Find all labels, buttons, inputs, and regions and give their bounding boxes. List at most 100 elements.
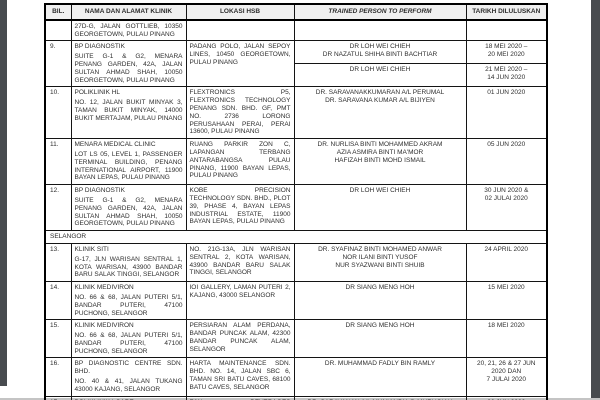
clinic-address: 27D-G, JALAN GOTTLIEB, 10350 GEORGETOWN,… (74, 22, 183, 38)
date-line: 2020 DAN (491, 368, 522, 376)
person-line: DR SIANG MENG HOH (345, 284, 415, 292)
person-line: DR. SYAFINAZ BINTI MOHAMED ANWAR (318, 245, 442, 253)
person-line: DR LOH WEI CHIEH (349, 187, 411, 195)
clinic-name: MENARA MEDICAL CLINIC (74, 141, 156, 149)
clinic-address: LOT LS 05, LEVEL 1, PASSENGER TERMINAL B… (74, 150, 183, 182)
table-header: BIL. NAMA DAN ALAMAT KLINIK LOKASI HSB T… (44, 3, 548, 21)
col-header-tarikh: TARIKH DILULUSKAN (465, 3, 548, 21)
date-line: 02 JULAI 2020 (484, 194, 528, 202)
date-line: 21 MEI 2020 – (485, 66, 528, 74)
clinic-name: KLINIK SITI (74, 245, 109, 253)
person-line: DR. MUHAMMAD FADLY BIN RAMLY (324, 360, 436, 368)
person-line: DR. SARAVANA KUMAR A/L BIJIYEN (325, 97, 435, 105)
bil-cell: 12. (44, 184, 72, 232)
location-cell: RUANG PARKIR ZON C, LAPANGAN TERBANG ANT… (185, 138, 295, 186)
dates-cell: 18 MEI 2020 (465, 319, 548, 359)
date-line: 05 JUN 2020 (487, 141, 526, 149)
location-cell: NO. 21G-13A, JLN WARISAN SENTRAL 2, KOTA… (185, 242, 295, 283)
persons-cell: DR LOH WEI CHIEH (293, 63, 467, 88)
clinic-address: NO. 66 & 68, JALAN PUTERI 5/1, BANDAR PU… (74, 332, 183, 355)
person-line: DR SIANG MENG HOH (345, 322, 415, 330)
location-cell: KOBE PRECISION TECHNOLOGY SDN. BHD., PLO… (185, 184, 295, 232)
date-line: 14 JUN 2020 (487, 74, 526, 82)
person-line: DR. SARAVANAKKUMARAN A/L PERUMAL (315, 89, 445, 97)
dates-cell: 18 MEI 2020 –20 MEI 2020 (465, 40, 548, 65)
date-line: 30 JUN 2020 & (484, 187, 529, 195)
location-cell: HARTA MAINTENANCE SDN. BHD. NO. 14, JALA… (185, 357, 295, 397)
clinic-cell: KLINIK MEDIVIRON NO. 66 & 68, JALAN PUTER… (70, 319, 187, 359)
table-row: 15. KLINIK MEDIVIRON NO. 66 & 68, JALAN PU… (44, 319, 548, 359)
col-header-trained-person: TRAINED PERSON TO PERFORM (293, 3, 467, 21)
table-row: 14. KLINIK MEDIVIRON NO. 66 & 68, JALAN PU… (44, 281, 548, 321)
clinic-address: NO. 12, JALAN BUKIT MINYAK 3, TAMAN BUKI… (74, 99, 183, 122)
bil-cell: 16. (44, 357, 72, 397)
bil-cell: 13. (44, 242, 72, 283)
persons-cell: DR LOH WEI CHIEH DR NAZATUL SHIHA BINTI B… (293, 40, 467, 65)
window-left-edge (0, 0, 7, 386)
clinic-name: POLIKLINIK I-CARE (75, 399, 183, 400)
persons-cell: DR. NURLISA BINTI MOHAMMED AKRAM AZIA ASM… (293, 138, 467, 186)
location-cell: F&N BEVERAGES MANUFACTURING SDN. BHD., N… (185, 395, 295, 400)
clinic-cell: BP DIAGNOSTIK SUITE G-1 & G2, MENARA PENA… (70, 40, 187, 88)
persons-cell: DR SIANG MENG HOH (293, 319, 467, 359)
location-cell: PERSIARAN ALAM PERDANA, BANDAR PUNCAK AL… (185, 319, 295, 359)
table-row: 9. BP DIAGNOSTIK SUITE G-1 & G2, MENARA PE… (44, 40, 548, 88)
date-line: 01 JUN 2020 (487, 89, 526, 97)
dates-cell: 26 JUN 2020 (465, 395, 548, 400)
clinic-cell: POLIKLINIK HL NO. 12, JALAN BUKIT MINYAK … (70, 86, 187, 140)
location-cell (185, 19, 295, 42)
person-line: NUR SYAZWANI BINTI SHUIB (335, 261, 425, 269)
date-line: 18 MEI 2020 (487, 322, 525, 330)
table-row: 17.POLIKLINIK I-CAREF&N BEVERAGES MANUFA… (44, 395, 548, 400)
table-row: 13. KLINIK SITI G-17, JLN WARISAN SENTRAL … (44, 242, 548, 283)
dates-cell: 20, 21, 26 & 27 JUN 2020 DAN 7 JULAI 2020 (465, 357, 548, 397)
person-line: HAFIZAH BINTI MOHD ISMAIL (334, 156, 426, 164)
clinic-cell: BP DIAGNOSTIK SUITE G-1 & G2, MENARA PENA… (70, 184, 187, 232)
date-line: 24 APRIL 2020 (484, 245, 529, 253)
bil-cell: 14. (44, 281, 72, 321)
clinic-address: NO. 40 & 41, JALAN TUKANG 43000 KAJANG, … (74, 378, 183, 393)
location-cell: FLEXTRONICS P5, FLEXTRONICS TECHNOLOGY P… (185, 86, 295, 140)
section-label: SELANGOR (44, 230, 548, 244)
dates-cell: 21 MEI 2020 –14 JUN 2020 (465, 63, 548, 88)
dates-cell: 05 JUN 2020 (465, 138, 548, 186)
bil-cell: 15. (44, 319, 72, 359)
person-line: DR. NURLISA BINTI MOHAMMED AKRAM (317, 141, 443, 149)
date-line: 26 JUN 2020 (470, 399, 544, 400)
clinic-cell: 27D-G, JALAN GOTTLIEB, 10350 GEORGETOWN,… (70, 19, 187, 42)
location-cell: IOI GALLERY, LAMAN PUTERI 2, KAJANG, 430… (185, 281, 295, 321)
col-header-nama-alamat: NAMA DAN ALAMAT KLINIK (70, 3, 187, 21)
table-row: 12. BP DIAGNOSTIK SUITE G-1 & G2, MENARA P… (44, 184, 548, 232)
bil-cell: 17. (44, 395, 72, 400)
bil-cell: 9. (44, 40, 72, 88)
dates-cell: 24 APRIL 2020 (465, 242, 548, 283)
dates-cell (465, 19, 548, 42)
location-cell: PADANG POLO, JALAN SEPOY LINES, 10450 GE… (185, 40, 295, 88)
person-line: NOR ILANI BINTI YUSOF (342, 253, 418, 261)
person-line: DR NAZATUL SHIHA BINTI BACHTIAR (322, 51, 438, 59)
persons-cell: DR SIANG MENG HOH (293, 281, 467, 321)
bil-cell (44, 19, 72, 42)
persons-cell: DR. SYAFINAZ BINTI MOHAMED ANWAR NOR ILAN… (293, 242, 467, 283)
persons-cell (293, 19, 467, 42)
clinic-cell: KLINIK MEDIVIRON NO. 66 & 68, JALAN PUTER… (70, 281, 187, 321)
clinic-address: G-17, JLN WARISAN SENTRAL 1, KOTA WARISA… (74, 255, 183, 279)
date-line: 20, 21, 26 & 27 JUN (476, 360, 536, 368)
clinic-name: POLIKLINIK HL (74, 89, 121, 97)
clinic-approval-table: BIL. NAMA DAN ALAMAT KLINIK LOKASI HSB T… (44, 3, 548, 400)
clinic-name: BP DIAGNOSTIK (74, 43, 125, 51)
person-line: DR. SARAVANAN A/L MUNIANDY @ MURUGIAH (298, 399, 463, 400)
persons-cell: DR. SARAVANAN A/L MUNIANDY @ MURUGIAHDR.… (293, 395, 467, 400)
window-right-edge (591, 0, 600, 398)
clinic-address: SUITE G-1 & G2, MENARA PENANG GARDEN, 42… (74, 53, 183, 84)
date-line: 18 MEI 2020 – (485, 43, 528, 51)
date-line: 15 MEI 2020 (487, 284, 525, 292)
table-row: 11. MENARA MEDICAL CLINIC LOT LS 05, LEVEL… (44, 138, 548, 186)
person-line: DR LOH WEI CHIEH (349, 43, 411, 51)
table-body: 27D-G, JALAN GOTTLIEB, 10350 GEORGETOWN,… (44, 19, 548, 400)
person-line: DR LOH WEI CHIEH (349, 66, 411, 74)
table-row: 16. BP DIAGNOSTIC CENTRE SDN. BHD. NO. 40 … (44, 357, 548, 397)
clinic-cell: BP DIAGNOSTIC CENTRE SDN. BHD. NO. 40 & 4… (70, 357, 187, 397)
table-row: DR LOH WEI CHIEH 21 MEI 2020 –14 JUN 2020 (45, 63, 548, 88)
